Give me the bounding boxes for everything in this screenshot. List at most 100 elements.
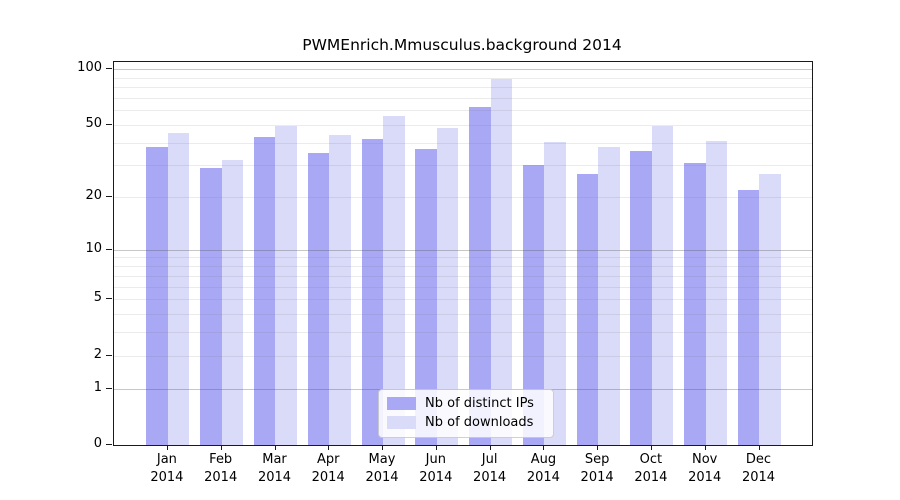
bar-distinct-ips — [253, 136, 276, 445]
x-tick-mark — [274, 445, 276, 450]
y-tick-label: 50 — [85, 115, 102, 131]
x-tick-year: 2014 — [526, 469, 560, 485]
gridline-minor — [114, 97, 812, 99]
x-tick-month: Oct — [639, 452, 663, 467]
gridline-minor — [114, 77, 812, 79]
x-tick-mark — [328, 445, 330, 450]
x-tick-label: Oct 2014 — [623, 451, 679, 486]
legend-item-distinct-ips: Nb of distinct IPs — [387, 396, 545, 411]
x-tick-label: Aug 2014 — [515, 451, 571, 486]
gridline-minor — [114, 332, 812, 334]
x-tick-month: Dec — [745, 452, 772, 467]
y-tick-mark — [106, 298, 112, 299]
bar-downloads — [544, 142, 566, 445]
y-tick-label: 5 — [93, 290, 102, 305]
x-tick-month: Sep — [584, 452, 610, 467]
y-tick-label: 1 — [93, 379, 102, 395]
x-tick-year: 2014 — [741, 469, 776, 485]
bar-distinct-ips — [576, 173, 599, 445]
gridline-minor — [114, 313, 812, 315]
x-tick-year: 2014 — [204, 469, 238, 485]
y-tick-label: 20 — [85, 188, 102, 203]
bar-distinct-ips — [522, 165, 545, 445]
bar-distinct-ips — [630, 150, 652, 445]
x-tick-mark — [489, 445, 491, 450]
x-tick-year: 2014 — [150, 469, 184, 485]
x-tick-label: Mar 2014 — [247, 451, 303, 486]
x-tick-year: 2014 — [257, 469, 292, 485]
bar-downloads — [759, 173, 781, 445]
bar-distinct-ips — [737, 189, 760, 445]
y-tick-label: 2 — [93, 346, 102, 362]
gridline-minor — [114, 124, 812, 126]
gridline-major — [114, 249, 812, 251]
bar-downloads — [436, 127, 459, 445]
bar-downloads — [329, 134, 351, 445]
bar-distinct-ips — [684, 162, 706, 445]
x-tick-month: May — [368, 452, 396, 467]
x-tick-label: May 2014 — [354, 451, 410, 486]
x-tick-mark — [382, 445, 383, 450]
x-tick-year: 2014 — [311, 469, 345, 485]
x-tick-label: Jan 2014 — [139, 451, 195, 486]
x-tick-month: Jun — [425, 452, 446, 467]
x-tick-label: Dec 2014 — [731, 451, 787, 486]
x-tick-mark — [166, 445, 168, 450]
y-tick-mark — [106, 387, 112, 389]
y-tick-mark — [106, 444, 112, 445]
x-tick-label: Feb 2014 — [193, 451, 249, 486]
gridline-minor — [114, 266, 812, 267]
x-tick-month: Jan — [156, 452, 177, 467]
bar-distinct-ips — [146, 146, 168, 445]
y-tick-label: 100 — [77, 60, 102, 75]
legend: Nb of distinct IPs Nb of downloads — [378, 389, 554, 438]
x-tick-label: Jul 2014 — [462, 451, 518, 486]
x-tick-mark — [758, 445, 760, 450]
x-tick-year: 2014 — [688, 469, 722, 485]
x-tick-mark — [543, 445, 545, 450]
x-tick-year: 2014 — [365, 469, 399, 485]
legend-item-downloads: Nb of downloads — [387, 415, 545, 430]
y-tick-mark — [106, 196, 112, 197]
x-tick-mark — [650, 445, 652, 450]
x-tick-month: Nov — [692, 452, 718, 467]
bar-downloads — [651, 126, 674, 445]
x-tick-mark — [435, 445, 437, 450]
y-tick-mark — [106, 354, 112, 356]
chart-title: PWMEnrich.Mmusculus.background 2014 — [302, 36, 622, 54]
legend-label-downloads: Nb of downloads — [425, 415, 534, 430]
x-tick-year: 2014 — [419, 469, 453, 485]
gridline-minor — [114, 286, 812, 288]
y-tick-label: 10 — [85, 240, 102, 256]
gridline-minor — [114, 299, 812, 300]
bar-downloads — [275, 126, 297, 445]
x-tick-label: Sep 2014 — [569, 451, 625, 486]
bar-downloads — [598, 146, 620, 445]
gridline-minor — [114, 165, 812, 167]
x-tick-mark — [597, 445, 599, 450]
gridline-major — [114, 69, 812, 70]
gridline-minor — [114, 355, 812, 357]
y-tick-mark — [106, 248, 112, 250]
gridline-minor — [114, 87, 812, 88]
gridline-minor — [114, 142, 812, 144]
y-tick-mark — [106, 68, 112, 69]
bar-downloads — [705, 140, 728, 445]
x-tick-year: 2014 — [634, 469, 668, 485]
gridline-minor — [114, 110, 812, 112]
bar-downloads — [383, 115, 405, 445]
x-tick-month: Apr — [316, 452, 340, 467]
bar-downloads — [167, 133, 190, 445]
bar-downloads — [221, 160, 244, 445]
x-tick-mark — [704, 445, 706, 450]
legend-swatch-distinct-ips — [387, 397, 416, 410]
x-tick-mark — [220, 445, 222, 450]
x-tick-year: 2014 — [580, 469, 614, 485]
y-tick-mark — [106, 123, 112, 125]
bar-distinct-ips — [415, 148, 437, 445]
plot-area — [113, 61, 813, 446]
bar-distinct-ips — [200, 167, 222, 445]
x-tick-label: Nov 2014 — [677, 451, 733, 486]
bar-distinct-ips — [361, 138, 384, 445]
